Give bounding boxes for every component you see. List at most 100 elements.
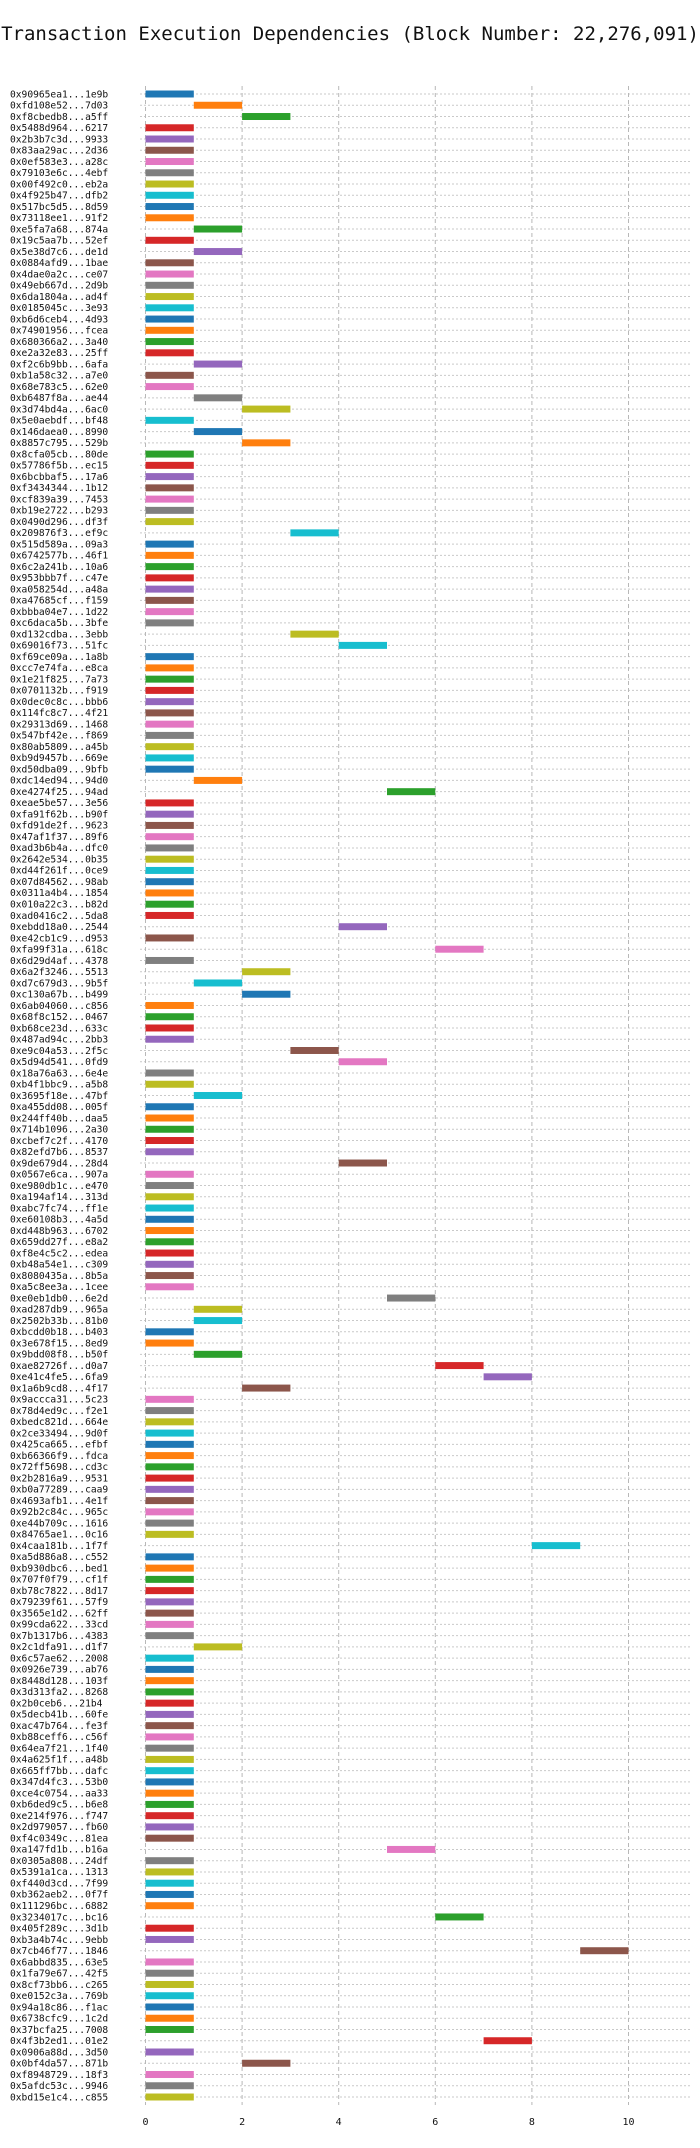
transaction-bar (242, 405, 291, 413)
tx-hash-label: 0x0bf4da57...871b (10, 2059, 108, 2070)
tx-hash-label: 0xe2a32e83...25ff (10, 348, 108, 359)
transaction-bar (145, 2003, 194, 2011)
tx-hash-label: 0xbedc821d...664e (10, 1417, 108, 1428)
tx-hash-label: 0x680366a2...3a40 (10, 337, 108, 348)
tx-hash-label: 0x7b1317b6...4383 (10, 1631, 108, 1642)
tx-hash-label: 0x665ff7bb...dafc (10, 1766, 108, 1777)
tx-hash-label: 0x83aa29ac...2d36 (10, 146, 108, 157)
transaction-bar (145, 1587, 194, 1595)
transaction-bar (145, 461, 194, 469)
tx-hash-label: 0xf8e4c5c2...edea (10, 1248, 108, 1259)
transaction-bar (145, 1879, 194, 1887)
tx-hash-label: 0x78d4ed9c...f2e1 (10, 1406, 108, 1417)
transaction-bar (338, 641, 387, 649)
tx-hash-label: 0xcf839a39...7453 (10, 494, 108, 505)
tx-hash-label: 0x57786f5b...ec15 (10, 461, 108, 472)
transaction-bar (145, 2048, 194, 2056)
transaction-bar (145, 495, 194, 503)
transaction-bar (242, 439, 291, 447)
transaction-bar (193, 1092, 243, 1099)
tx-hash-label: 0xb88ceff6...c56f (10, 1732, 108, 1743)
tx-hash-label: 0xe214f976...f747 (10, 1811, 108, 1822)
tx-hash-label: 0x19c5aa7b...52ef (10, 236, 108, 247)
transaction-bar (145, 2025, 194, 2033)
tx-hash-label: 0xe0152c3a...769b (10, 1991, 108, 2002)
tx-hash-label: 0xad0416c2...5da8 (10, 911, 108, 922)
transaction-bar (435, 1913, 484, 1921)
transaction-bar (145, 1935, 194, 1943)
tx-hash-label: 0xf8948729...18f3 (10, 2070, 108, 2081)
transaction-bar (145, 236, 194, 244)
tx-hash-label: 0xa194af14...313d (10, 1192, 108, 1203)
transaction-bar (145, 1857, 194, 1865)
transaction-bar (242, 968, 291, 976)
transaction-bar (145, 2071, 194, 2078)
tx-hash-label: 0x9de679d4...28d4 (10, 1158, 108, 1169)
tx-hash-label: 0x79239f61...57f9 (10, 1597, 108, 1608)
tx-hash-label: 0x659dd27f...e8a2 (10, 1237, 108, 1248)
tx-hash-label: 0x6c57ae62...2008 (10, 1653, 108, 1664)
transaction-bar (145, 1395, 194, 1403)
transaction-bar (145, 1812, 194, 1820)
tx-hash-label: 0xb930dbc6...bed1 (10, 1563, 108, 1574)
transaction-bar (435, 1362, 484, 1370)
tx-hash-label: 0x0701132b...f919 (10, 686, 108, 697)
transaction-bar (145, 1924, 194, 1932)
tx-hash-label: 0xce4c0754...aa33 (10, 1788, 108, 1799)
transaction-bar (145, 585, 194, 593)
transaction-bar (193, 1305, 243, 1313)
tx-hash-label: 0x6a2f3246...5513 (10, 967, 108, 978)
transaction-bar (145, 934, 194, 942)
transaction-bar (145, 1328, 194, 1336)
tx-hash-label: 0xf440d3cd...7f99 (10, 1878, 108, 1889)
transaction-bar (145, 1767, 194, 1775)
tx-hash-label: 0x209876f3...ef9c (10, 528, 108, 539)
tx-hash-label: 0x6742577b...46f1 (10, 551, 108, 562)
tx-hash-label: 0x6abbd835...63e5 (10, 1957, 108, 1968)
transaction-bar (145, 1227, 194, 1235)
tx-hash-label: 0xeae5be57...3e56 (10, 798, 108, 809)
tx-hash-label: 0x47af1f37...89f6 (10, 832, 108, 843)
tx-hash-label: 0x37bcfa25...7008 (10, 2025, 108, 2036)
tx-hash-label: 0x0926e739...ab76 (10, 1665, 108, 1676)
tx-hash-label: 0x4caa181b...1f7f (10, 1541, 108, 1552)
transaction-bar (145, 1170, 194, 1178)
tx-hash-label: 0x5488d964...6217 (10, 123, 108, 134)
tx-hash-label: 0x0884afd9...1bae (10, 258, 108, 269)
transaction-bar (242, 2059, 291, 2067)
tx-hash-label: 0x111296bc...6882 (10, 1901, 108, 1912)
transaction-bar (145, 1204, 194, 1212)
tx-hash-label: 0x0906a88d...3d50 (10, 2047, 108, 2058)
tx-hash-label: 0xf2c6b9bb...6afa (10, 359, 108, 370)
transaction-bar (145, 1868, 194, 1876)
transaction-bar (145, 146, 194, 154)
transaction-bar (145, 1992, 194, 2000)
tx-hash-label: 0xa455dd08...005f (10, 1102, 108, 1113)
tx-hash-label: 0x517bc5d5...8d59 (10, 202, 108, 213)
tx-hash-label: 0x80ab5809...a45b (10, 742, 108, 753)
tx-hash-label: 0x8448d128...103f (10, 1676, 108, 1687)
transaction-bar (145, 1969, 194, 1977)
bars (145, 90, 629, 2101)
transaction-bar (145, 1958, 194, 1966)
tx-hash-label: 0xcbef7c2f...4170 (10, 1136, 108, 1147)
tx-hash-label: 0x010a22c3...b82d (10, 900, 108, 911)
tx-hash-label: 0x49eb667d...2d9b (10, 281, 108, 292)
tx-hash-label: 0xb362aeb2...0f7f (10, 1890, 108, 1901)
transaction-bar (145, 698, 194, 706)
tx-hash-label: 0xe980db1c...e470 (10, 1181, 108, 1192)
tx-hash-label: 0x94a18c86...f1ac (10, 2002, 108, 2013)
transaction-bar (290, 630, 339, 638)
chart-title: Transaction Execution Dependencies (Bloc… (1, 23, 699, 45)
tx-hash-label: 0xe4274f25...94ad (10, 787, 108, 798)
transaction-bar (145, 1013, 194, 1021)
tx-hash-label: 0xdc14ed94...94d0 (10, 776, 108, 787)
tx-hash-label: 0xf69ce09a...1a8b (10, 652, 108, 663)
transaction-bar (145, 2014, 194, 2022)
transaction-bar (145, 1665, 194, 1673)
tx-hash-label: 0x707f0f79...cf1f (10, 1575, 108, 1586)
tx-hash-label: 0xb6487f8a...ae44 (10, 393, 108, 404)
transaction-bar (145, 259, 194, 267)
transaction-bar (145, 506, 194, 514)
transaction-bar (483, 2037, 532, 2045)
